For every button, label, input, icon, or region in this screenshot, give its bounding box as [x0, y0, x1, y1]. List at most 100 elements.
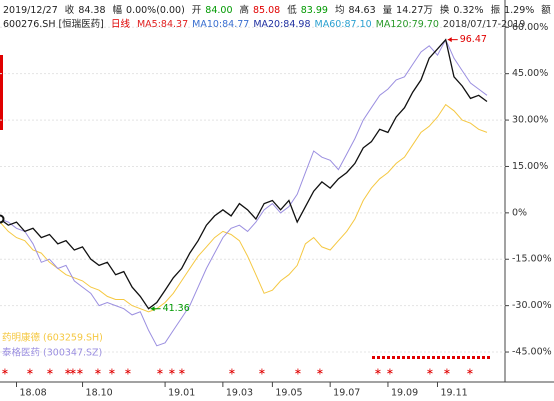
- quote-value: 14.27万: [396, 5, 433, 16]
- event-star: ∗: [108, 367, 116, 378]
- event-star: ∗: [94, 367, 102, 378]
- event-star: ∗: [258, 367, 266, 378]
- x-tick-label: 19.07: [333, 388, 360, 399]
- x-tick-label: 19.09: [391, 388, 418, 399]
- y-tick-label: -15.00%: [512, 254, 552, 265]
- quote-value: 85.08: [253, 5, 281, 16]
- event-star: ∗: [228, 367, 236, 378]
- annotation-arrowhead: [447, 37, 452, 43]
- event-dot: [432, 356, 435, 359]
- quote-value: 84.38: [78, 5, 106, 16]
- y-tick-label: 30.00%: [512, 115, 548, 126]
- quote-label: 开: [191, 5, 202, 16]
- quote-row: 2019/12/27 收 84.38 幅 0.00%(0.00) 开 84.00 高 85.0…: [3, 2, 554, 16]
- ma-value: MA60:87.10: [314, 19, 372, 30]
- event-dot: [392, 356, 395, 359]
- event-star: ∗: [316, 367, 324, 378]
- event-star: ∗: [168, 367, 176, 378]
- annotation-label: 96.47: [460, 34, 487, 45]
- event-star: ∗: [386, 367, 394, 378]
- side-marker: [0, 55, 3, 130]
- event-dot: [427, 356, 430, 359]
- quote-value: 84.63: [348, 5, 376, 16]
- date-range: 2018/07/17-2019: [442, 19, 526, 30]
- event-dot: [417, 356, 420, 359]
- event-dot: [442, 356, 445, 359]
- lines: [0, 38, 488, 347]
- event-dot: [467, 356, 470, 359]
- quote-value: 83.99: [300, 5, 328, 16]
- event-dot: [382, 356, 385, 359]
- event-star: ∗: [374, 367, 382, 378]
- event-dot: [457, 356, 460, 359]
- quote-label: 振: [490, 5, 501, 16]
- event-dot: [437, 356, 440, 359]
- quote-label: 收: [64, 5, 75, 16]
- grid: [0, 26, 505, 353]
- event-star: ∗: [124, 367, 132, 378]
- event-star: ∗: [443, 367, 451, 378]
- event-star: ∗: [76, 367, 84, 378]
- event-star: ∗: [69, 367, 77, 378]
- event-dot: [407, 356, 410, 359]
- event-dot: [482, 356, 485, 359]
- event-dot: [377, 356, 380, 359]
- event-dot: [477, 356, 480, 359]
- event-star: ∗: [26, 367, 34, 378]
- legend-entry: 泰格医药 (300347.SZ): [2, 347, 102, 359]
- y-tick-label: -45.00%: [512, 347, 552, 358]
- event-star: ∗: [46, 367, 54, 378]
- event-star: ∗: [64, 367, 72, 378]
- event-star: ∗: [156, 367, 164, 378]
- y-tick-label: -30.00%: [512, 300, 552, 311]
- period: 日线: [110, 19, 130, 30]
- event-dot: [452, 356, 455, 359]
- quote-label: 换: [439, 5, 450, 16]
- event-dot: [422, 356, 425, 359]
- x-tick-label: 19.01: [168, 388, 195, 399]
- quote-value: 84.00: [205, 5, 233, 16]
- event-star: ∗: [294, 367, 302, 378]
- ma-value: MA20:84.98: [253, 19, 311, 30]
- event-star: ∗: [466, 367, 474, 378]
- event-dot: [447, 356, 450, 359]
- series-line: [0, 38, 488, 347]
- x-tick-label: 19.03: [226, 388, 253, 399]
- quote-label: 高: [239, 5, 250, 16]
- quote-label: 幅: [112, 5, 123, 16]
- event-star: ∗: [1, 367, 9, 378]
- x-tick-label: 19.11: [440, 388, 467, 399]
- event-dot: [402, 356, 405, 359]
- ma-value: MA120:79.70: [375, 19, 439, 30]
- ma-value: MA10:84.77: [192, 19, 250, 30]
- legend-entry: 药明康德 (603259.SH): [2, 332, 103, 344]
- stock-code: 600276.SH [恒瑞医药]: [3, 19, 104, 30]
- event-star: ∗: [178, 367, 186, 378]
- x-tick-label: 19.05: [275, 388, 302, 399]
- event-star: ∗: [426, 367, 434, 378]
- x-tick-label: 18.08: [20, 388, 47, 399]
- date: 2019/12/27: [3, 5, 58, 16]
- event-dot: [397, 356, 400, 359]
- labels: 60.00% 45.00% 30.00% 15.00% 0% -15.00% -30.00%…: [2, 22, 552, 399]
- event-dot: [412, 356, 415, 359]
- quote-value: 0.00%(0.00): [126, 5, 185, 16]
- event-dot: [472, 356, 475, 359]
- event-dot: [487, 356, 490, 359]
- event-dot: [387, 356, 390, 359]
- y-tick-label: 45.00%: [512, 68, 548, 79]
- annotation-arrowhead: [150, 306, 155, 312]
- quote-label: 量: [382, 5, 393, 16]
- event-dot: [372, 356, 375, 359]
- y-tick-label: 0%: [512, 207, 527, 218]
- y-tick-label: 15.00%: [512, 161, 548, 172]
- x-tick-label: 18.10: [86, 388, 113, 399]
- quote-label: 均: [334, 5, 345, 16]
- ma-row: 600276.SH [恒瑞医药] 日线 MA5:84.37 MA10:84.77 M…: [3, 16, 554, 30]
- series-line: [0, 38, 488, 310]
- quote-value: 1.29%: [504, 5, 535, 16]
- event-dot: [462, 356, 465, 359]
- annotation-label: 41.36: [163, 303, 190, 314]
